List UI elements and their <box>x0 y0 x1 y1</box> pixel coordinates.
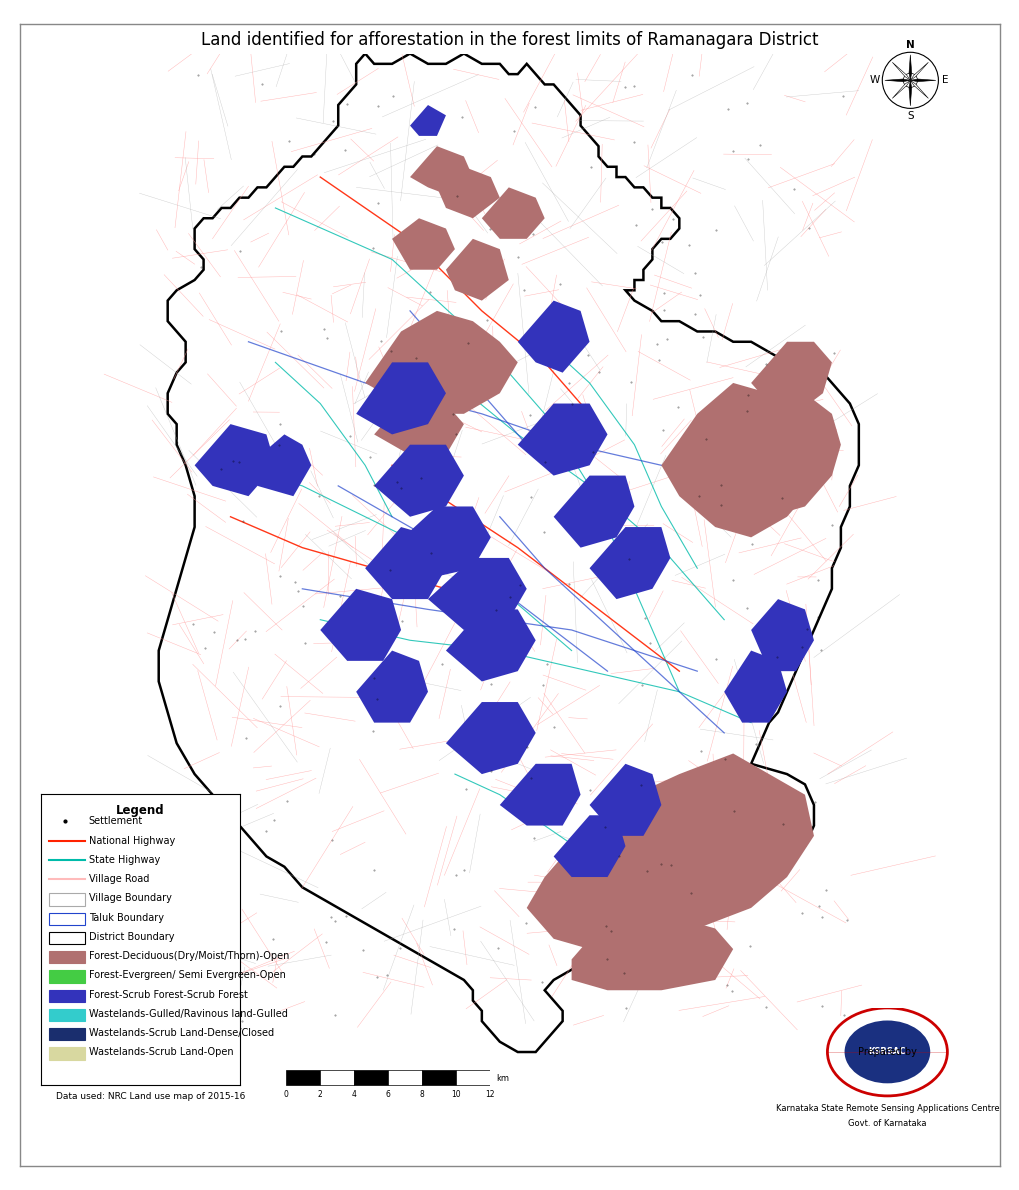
Polygon shape <box>374 445 464 516</box>
Polygon shape <box>910 62 927 81</box>
Polygon shape <box>410 105 445 136</box>
Text: Settlement: Settlement <box>89 816 143 826</box>
Polygon shape <box>195 424 275 496</box>
Polygon shape <box>723 651 787 722</box>
Polygon shape <box>714 393 840 516</box>
Text: 4: 4 <box>351 1090 356 1098</box>
Polygon shape <box>356 651 428 722</box>
Text: Taluk Boundary: Taluk Boundary <box>89 913 163 922</box>
Text: N: N <box>905 40 914 50</box>
Polygon shape <box>553 476 634 547</box>
Polygon shape <box>445 702 535 774</box>
Bar <box>387 1070 421 1084</box>
Bar <box>49 932 85 944</box>
Polygon shape <box>518 403 607 476</box>
Text: W: W <box>869 75 879 86</box>
Bar <box>49 951 85 964</box>
Polygon shape <box>908 55 911 81</box>
Text: 8: 8 <box>419 1090 424 1098</box>
Bar <box>49 990 85 1002</box>
Text: State Highway: State Highway <box>89 854 160 865</box>
Polygon shape <box>249 434 311 496</box>
Polygon shape <box>526 753 813 950</box>
Text: KSRSAC: KSRSAC <box>868 1047 905 1057</box>
Text: Wastelands-Gulled/Ravinous land-Gulled: Wastelands-Gulled/Ravinous land-Gulled <box>89 1009 287 1019</box>
Text: Wastelands-Scrub Land-Open: Wastelands-Scrub Land-Open <box>89 1047 233 1058</box>
Text: District Boundary: District Boundary <box>89 932 174 941</box>
Text: 0: 0 <box>283 1090 287 1098</box>
Text: Karnataka State Remote Sensing Applications Centre: Karnataka State Remote Sensing Applicati… <box>774 1104 999 1114</box>
Text: National Highway: National Highway <box>89 835 174 846</box>
Polygon shape <box>892 62 910 81</box>
Bar <box>49 1028 85 1040</box>
Polygon shape <box>428 558 526 630</box>
Text: Forest-Evergreen/ Semi Evergreen-Open: Forest-Evergreen/ Semi Evergreen-Open <box>89 970 285 981</box>
Polygon shape <box>481 187 544 239</box>
Bar <box>49 894 85 906</box>
Text: 12: 12 <box>484 1090 494 1098</box>
Polygon shape <box>589 764 660 835</box>
Text: 10: 10 <box>450 1090 460 1098</box>
Polygon shape <box>908 81 911 106</box>
Polygon shape <box>553 815 625 877</box>
Text: Village Boundary: Village Boundary <box>89 894 171 903</box>
Polygon shape <box>445 239 508 301</box>
Bar <box>49 913 85 925</box>
Polygon shape <box>910 81 927 99</box>
Text: Land identified for afforestation in the forest limits of Ramanagara District: Land identified for afforestation in the… <box>201 31 818 49</box>
Text: Forest-Scrub Forest-Scrub Forest: Forest-Scrub Forest-Scrub Forest <box>89 990 248 1000</box>
Text: Forest-Deciduous(Dry/Moist/Thorn)-Open: Forest-Deciduous(Dry/Moist/Thorn)-Open <box>89 951 288 962</box>
Circle shape <box>903 73 917 88</box>
Polygon shape <box>892 81 910 99</box>
Polygon shape <box>518 301 589 372</box>
Text: S: S <box>906 111 913 120</box>
Polygon shape <box>391 218 454 270</box>
Text: Wastelands-Scrub Land-Dense/Closed: Wastelands-Scrub Land-Dense/Closed <box>89 1028 273 1038</box>
Bar <box>49 1009 85 1021</box>
Text: km: km <box>496 1073 508 1083</box>
Bar <box>285 1070 319 1084</box>
Polygon shape <box>884 79 910 82</box>
Polygon shape <box>571 908 733 990</box>
Polygon shape <box>356 362 445 434</box>
Polygon shape <box>445 609 535 682</box>
Text: Data used: NRC Land use map of 2015-16: Data used: NRC Land use map of 2015-16 <box>56 1092 246 1102</box>
Text: Legend: Legend <box>116 804 164 816</box>
Polygon shape <box>159 54 858 1052</box>
Polygon shape <box>660 383 822 538</box>
Polygon shape <box>499 764 580 826</box>
Polygon shape <box>436 167 499 218</box>
Polygon shape <box>589 527 669 599</box>
Polygon shape <box>365 311 518 414</box>
Text: 2: 2 <box>317 1090 322 1098</box>
Circle shape <box>844 1021 929 1083</box>
Text: Village Road: Village Road <box>89 875 149 884</box>
Polygon shape <box>365 527 445 599</box>
Polygon shape <box>391 507 490 578</box>
Polygon shape <box>910 79 935 82</box>
Polygon shape <box>750 342 832 414</box>
Text: Govt. of Karnataka: Govt. of Karnataka <box>848 1119 925 1128</box>
Text: 6: 6 <box>385 1090 389 1098</box>
Polygon shape <box>410 146 473 198</box>
Bar <box>319 1070 354 1084</box>
Text: Prepared by: Prepared by <box>857 1047 916 1057</box>
Bar <box>421 1070 455 1084</box>
Text: E: E <box>942 75 948 86</box>
Bar <box>49 970 85 983</box>
Polygon shape <box>320 589 400 660</box>
Bar <box>455 1070 489 1084</box>
Bar <box>49 1047 85 1059</box>
Bar <box>354 1070 387 1084</box>
Polygon shape <box>374 393 464 455</box>
Polygon shape <box>750 599 813 671</box>
